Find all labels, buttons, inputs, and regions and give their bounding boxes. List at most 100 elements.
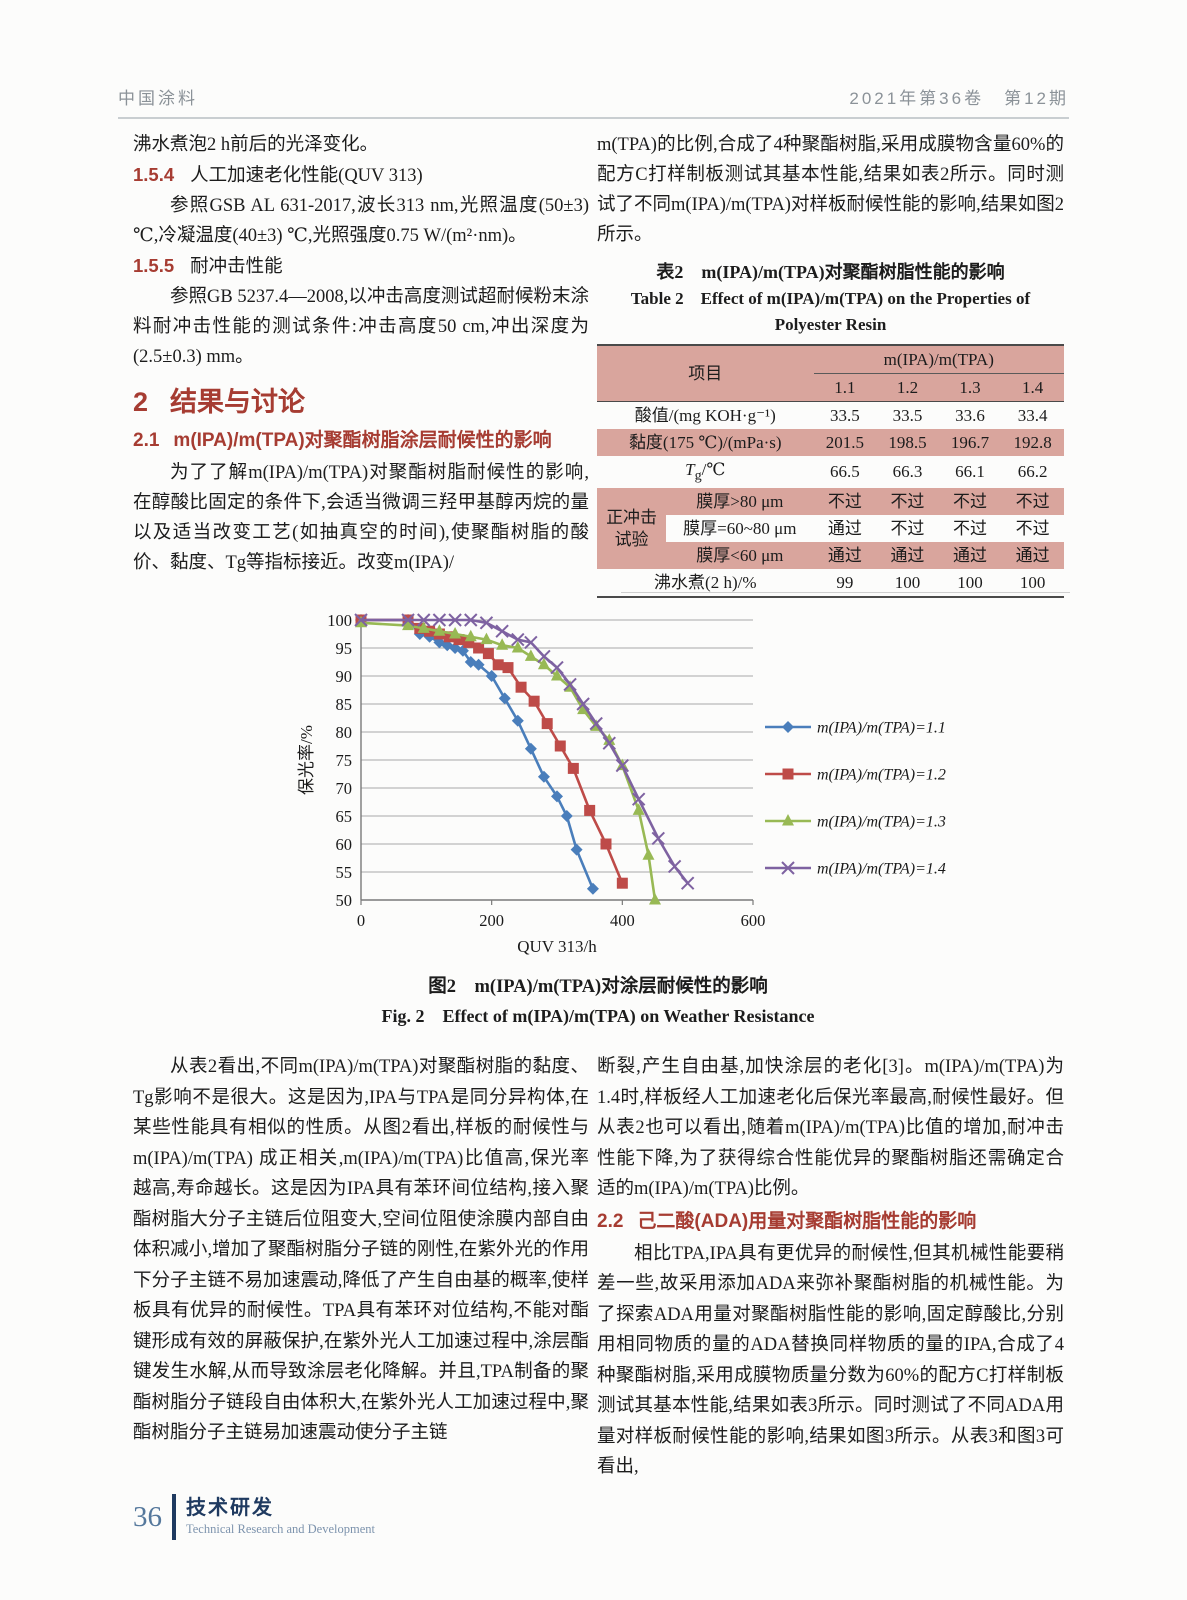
column-header-item: 项目 <box>688 363 723 383</box>
x-tick-label: 0 <box>357 911 365 930</box>
subsection-title: m(IPA)/m(TPA)对聚酯树脂涂层耐候性的影响 <box>173 430 552 451</box>
data-point-x <box>537 649 551 664</box>
row-label: 黏度(175 ℃)/(mPa·s) <box>628 432 782 452</box>
data-point-triangle <box>480 632 493 645</box>
data-point-x <box>602 736 616 750</box>
paragraph: 从表2看出,不同m(IPA)/m(TPA)对聚酯树脂的黏度、Tg影响不是很大。这… <box>133 1057 589 1443</box>
legend-label: m(IPA)/m(TPA)=1.3 <box>817 814 946 831</box>
data-point-square <box>600 838 612 850</box>
data-point-triangle <box>577 702 590 715</box>
data-point-x <box>432 613 447 627</box>
footer-section: 技术研发 Technical Research and Development <box>186 1496 375 1538</box>
table-cell: 不过 <box>953 491 988 511</box>
data-point-diamond <box>524 742 537 755</box>
heading-1-5-4: 1.5.4 人工加速老化性能(QUV 313) <box>133 160 589 191</box>
footer-section-zh: 技术研发 <box>186 1497 274 1519</box>
data-point-x <box>417 613 431 627</box>
y-tick-label: 75 <box>336 751 353 770</box>
column-header-ratio: 1.1 <box>834 377 856 397</box>
data-point-diamond <box>472 658 485 671</box>
table-row-impact-60-80: 膜厚=60~80 μm 通过 不过 不过 不过 <box>597 515 1064 543</box>
data-point-square <box>515 681 527 693</box>
figure-caption-en: Fig. 2 Effect of m(IPA)/m(TPA) on Weathe… <box>381 1006 815 1026</box>
left-column-top: 沸水煮泡2 h前后的光泽变化。 1.5.4 人工加速老化性能(QUV 313) 参… <box>133 130 589 578</box>
figure-caption-zh: 图2 m(IPA)/m(TPA)对涂层耐候性的影响 <box>428 977 768 997</box>
heading-title: 耐冲击性能 <box>190 257 283 277</box>
table-header-row: 项目 m(IPA)/m(TPA) <box>597 345 1064 383</box>
table-cell: 33.6 <box>938 401 1002 429</box>
row-label: Tg/℃ <box>685 459 726 483</box>
data-point-triangle <box>632 803 645 815</box>
table-cell: 通过 <box>953 545 988 565</box>
data-point-square <box>554 740 566 752</box>
data-point-triangle <box>511 641 524 653</box>
right-column-top: m(TPA)的比例,合成了4种聚酯树脂,采用成膜物含量60%的配方C打样制板测试… <box>597 130 1064 599</box>
data-point-diamond <box>498 692 511 705</box>
paragraph: m(TPA)的比例,合成了4种聚酯树脂,采用成膜物含量60%的配方C打样制板测试… <box>597 135 1064 245</box>
y-tick-label: 60 <box>336 835 353 854</box>
table-cell: 33.5 <box>813 401 877 429</box>
paragraph: 断裂,产生自由基,加快涂层的老化[3]。m(IPA)/m(TPA)为1.4时,样… <box>597 1057 1064 1199</box>
data-point-x <box>448 613 462 627</box>
y-axis-label: 保光率/% <box>297 725 316 795</box>
data-point-x <box>615 758 630 773</box>
table-caption-en: Table 2 Effect of m(IPA)/m(TPA) on the P… <box>630 289 1031 308</box>
chart-top-border <box>620 592 1070 593</box>
table-cell: 33.4 <box>1001 401 1064 429</box>
data-point-square <box>492 659 504 671</box>
paragraph: 参照GSB AL 631-2017,波长313 nm,光照温度(50±3) ℃,… <box>133 196 589 246</box>
data-point-diamond <box>423 630 436 643</box>
y-tick-label: 55 <box>336 863 353 882</box>
heading-1-5-5: 1.5.5 耐冲击性能 <box>133 251 589 282</box>
table-row-acid-value: 酸值/(mg KOH·g⁻¹) 33.5 33.5 33.6 33.4 <box>597 401 1064 429</box>
data-point-x <box>511 632 525 647</box>
footer-section-en: Technical Research and Development <box>186 1522 375 1536</box>
row-label: 膜厚=60~80 μm <box>683 518 797 538</box>
table-caption-en: Polyester Resin <box>774 315 887 334</box>
x-axis-label: QUV 313/h <box>517 937 597 956</box>
data-point-triangle <box>642 848 655 860</box>
data-point-x <box>576 697 590 711</box>
data-point-diamond <box>586 882 599 895</box>
table-cell: 通过 <box>1015 545 1050 565</box>
table-cell: 66.3 <box>892 462 923 482</box>
data-point-triangle <box>355 615 367 628</box>
page-header: 中国涂料 2021年第36卷 第12期 <box>118 84 1069 119</box>
table-cell: 不过 <box>890 491 925 511</box>
data-point-triangle <box>417 621 430 633</box>
table-cell: 196.7 <box>950 432 990 452</box>
table-cell: 66.5 <box>829 462 860 482</box>
table-row-impact-gt80: 正冲击试验 膜厚>80 μm 不过 不过 不过 不过 <box>597 488 1064 570</box>
data-point-triangle <box>524 649 537 661</box>
table-cell: 不过 <box>827 491 862 511</box>
table-caption-zh: 表2 m(IPA)/m(TPA)对聚酯树脂性能的影响 <box>656 262 1005 282</box>
right-column-bottom: 断裂,产生自由基,加快涂层的老化[3]。m(IPA)/m(TPA)为1.4时,样… <box>597 1052 1064 1483</box>
data-point-triangle <box>449 627 462 639</box>
paragraph: 参照GB 5237.4—2008,以冲击高度测试超耐候粉末涂料耐冲击性能的测试条… <box>133 287 589 367</box>
paragraph: 为了了解m(IPA)/m(TPA)对聚酯树脂耐候性的影响,在醇酸比固定的条件下,… <box>133 463 589 573</box>
heading-title: 人工加速老化性能(QUV 313) <box>190 166 423 186</box>
data-point-triangle <box>603 733 616 745</box>
data-point-square <box>482 648 494 660</box>
table-cell: 通过 <box>827 545 862 565</box>
table-cell: 33.5 <box>876 401 939 429</box>
row-label: 膜厚>80 μm <box>696 491 784 511</box>
data-point-triangle <box>551 669 563 681</box>
data-point-square <box>528 695 540 707</box>
data-point-x <box>667 859 682 874</box>
data-point-x <box>479 616 494 630</box>
issue-info: 2021年第36卷 第12期 <box>849 89 1069 108</box>
table-cell: 192.8 <box>1013 432 1052 452</box>
row-label: 沸水煮(2 h)/% <box>654 572 757 592</box>
subsection-number: 2.2 <box>597 1210 624 1232</box>
y-tick-label: 90 <box>336 667 353 686</box>
legend-label: m(IPA)/m(TPA)=1.1 <box>817 720 946 737</box>
table-header-row: 1.1 1.2 1.3 1.4 <box>597 374 1064 402</box>
data-point-x <box>495 624 509 638</box>
table-caption: 表2 m(IPA)/m(TPA)对聚酯树脂性能的影响 Table 2 Effec… <box>597 258 1064 338</box>
y-tick-label: 50 <box>336 891 353 910</box>
data-point-square <box>473 642 485 654</box>
data-point-square <box>453 634 465 646</box>
figure-2-chart-area: 50 55 60 65 70 75 80 85 90 95 100 0 200 400 600 保光率/% QU… <box>295 592 1070 964</box>
